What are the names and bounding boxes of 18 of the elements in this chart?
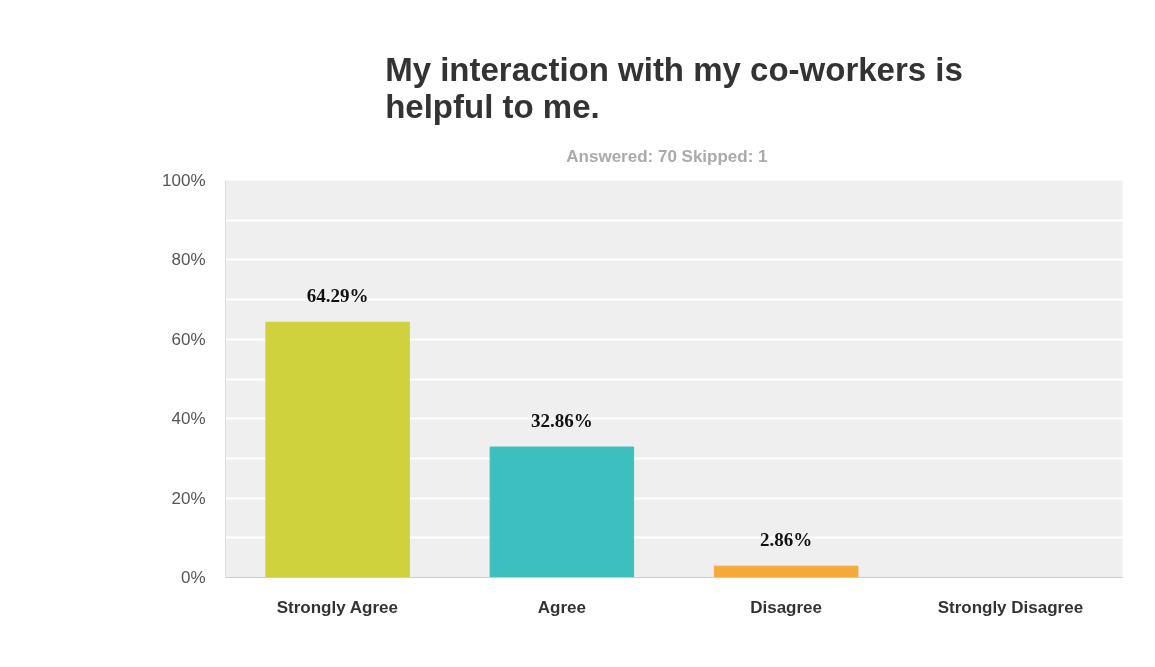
bar [713, 565, 859, 578]
y-tick-label: 80% [171, 250, 206, 270]
x-tick-label: Agree [537, 597, 586, 617]
y-tick-label: 60% [171, 329, 206, 349]
chart-subtitle: Answered: 70 Skipped: 1 [566, 146, 768, 166]
y-tick-label: 100% [162, 171, 206, 190]
data-label: 2.86% [760, 529, 813, 551]
y-tick-label: 0% [180, 568, 206, 587]
y-tick-label: 20% [171, 488, 206, 508]
chart-title: My interaction with my co-workers is helpful to me. [385, 50, 963, 125]
x-tick-label: Disagree [750, 597, 823, 617]
x-tick-label: Strongly Agree [276, 597, 398, 617]
bar [265, 321, 410, 578]
data-label: 64.29% [306, 285, 369, 307]
y-tick-label: 40% [171, 409, 206, 429]
x-tick-label: Strongly Disagree [937, 597, 1084, 617]
bar [489, 446, 635, 578]
data-label: 32.86% [531, 410, 593, 432]
